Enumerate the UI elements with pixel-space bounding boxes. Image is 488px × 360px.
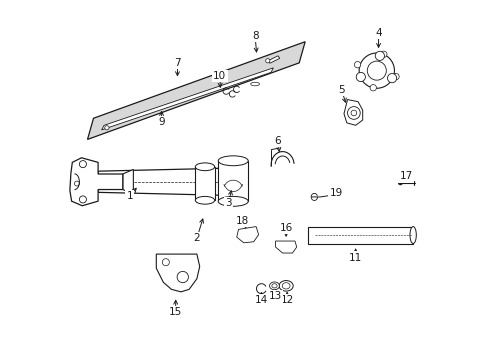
Ellipse shape bbox=[269, 282, 279, 290]
Circle shape bbox=[265, 59, 269, 63]
Ellipse shape bbox=[218, 156, 248, 166]
Ellipse shape bbox=[218, 197, 248, 206]
Text: 2: 2 bbox=[193, 233, 200, 243]
Polygon shape bbox=[267, 56, 279, 63]
Polygon shape bbox=[87, 42, 305, 139]
Text: 12: 12 bbox=[280, 295, 294, 305]
Ellipse shape bbox=[271, 284, 277, 288]
Ellipse shape bbox=[195, 163, 214, 171]
Text: 7: 7 bbox=[174, 58, 181, 68]
Text: 11: 11 bbox=[348, 253, 362, 262]
Polygon shape bbox=[195, 167, 214, 200]
Text: 1: 1 bbox=[126, 191, 133, 201]
Text: 19: 19 bbox=[329, 188, 342, 198]
Polygon shape bbox=[156, 254, 199, 292]
Ellipse shape bbox=[354, 62, 360, 68]
Polygon shape bbox=[275, 241, 296, 253]
Polygon shape bbox=[98, 168, 247, 196]
Circle shape bbox=[398, 181, 402, 185]
Circle shape bbox=[74, 181, 79, 186]
Text: 9: 9 bbox=[158, 117, 164, 127]
Polygon shape bbox=[218, 161, 248, 201]
Ellipse shape bbox=[195, 197, 214, 204]
Text: 18: 18 bbox=[236, 216, 249, 226]
Text: 6: 6 bbox=[274, 136, 281, 146]
Circle shape bbox=[358, 53, 394, 88]
Text: 4: 4 bbox=[374, 27, 381, 37]
Text: 13: 13 bbox=[268, 292, 282, 301]
Ellipse shape bbox=[392, 73, 398, 80]
Polygon shape bbox=[122, 170, 133, 194]
Ellipse shape bbox=[279, 280, 293, 291]
Ellipse shape bbox=[380, 51, 386, 58]
Circle shape bbox=[386, 73, 396, 83]
Circle shape bbox=[177, 271, 188, 283]
Polygon shape bbox=[102, 68, 273, 130]
Circle shape bbox=[79, 161, 86, 168]
Circle shape bbox=[350, 110, 356, 116]
Text: 3: 3 bbox=[225, 198, 231, 208]
Ellipse shape bbox=[369, 85, 376, 91]
Circle shape bbox=[374, 51, 384, 60]
Text: 17: 17 bbox=[399, 171, 412, 181]
Text: 5: 5 bbox=[338, 85, 344, 95]
Circle shape bbox=[347, 107, 360, 119]
Circle shape bbox=[355, 72, 365, 82]
Circle shape bbox=[104, 126, 109, 130]
Circle shape bbox=[366, 61, 386, 80]
Ellipse shape bbox=[409, 226, 415, 243]
Text: 16: 16 bbox=[279, 222, 292, 233]
Text: 10: 10 bbox=[213, 71, 226, 81]
Text: 8: 8 bbox=[251, 31, 258, 41]
Polygon shape bbox=[236, 226, 258, 243]
Text: 14: 14 bbox=[254, 295, 267, 305]
Polygon shape bbox=[70, 158, 122, 206]
Circle shape bbox=[79, 196, 86, 203]
Ellipse shape bbox=[250, 82, 259, 86]
Polygon shape bbox=[307, 226, 412, 243]
Circle shape bbox=[162, 259, 169, 266]
Text: 15: 15 bbox=[169, 307, 182, 317]
Ellipse shape bbox=[282, 283, 289, 289]
Polygon shape bbox=[343, 100, 362, 125]
